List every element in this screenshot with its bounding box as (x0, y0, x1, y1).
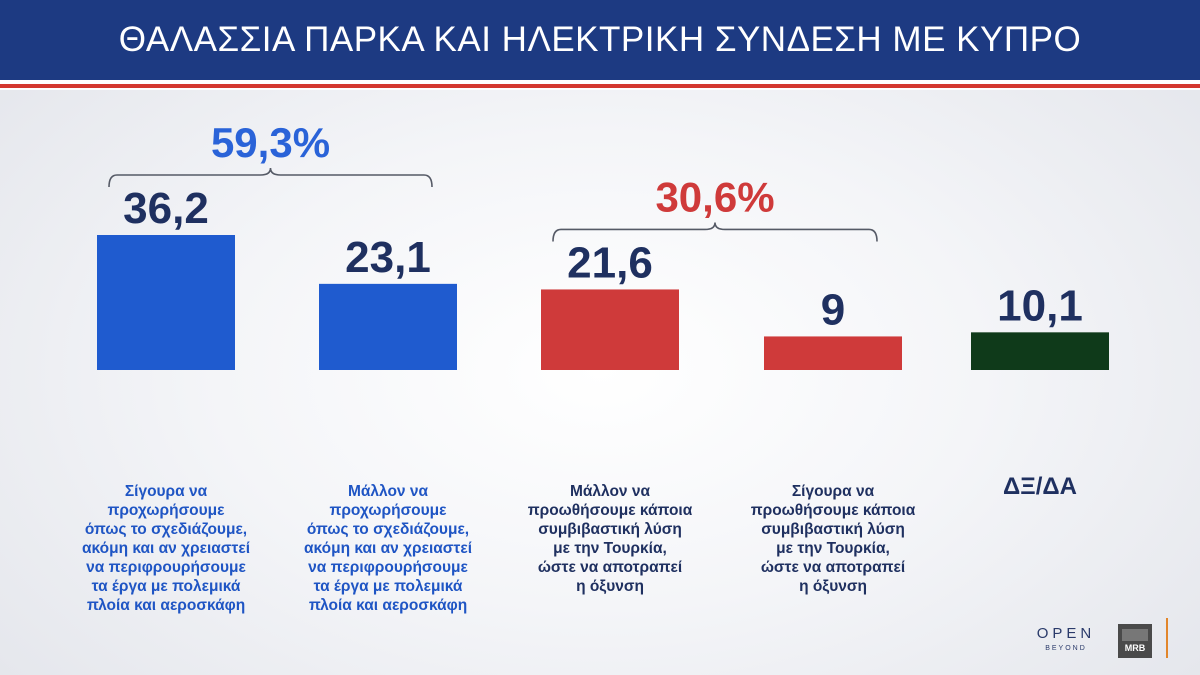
group-bracket-0 (108, 167, 433, 188)
category-label-0: Σίγουρα να προχωρήσουμε όπως το σχεδιάζου… (82, 483, 250, 614)
bar-2 (541, 289, 679, 370)
value-label-3: 9 (821, 285, 845, 334)
value-label-4: 10,1 (997, 281, 1083, 330)
category-label-2: Μάλλον να προωθήσουμε κάποια συμβιβαστική … (527, 483, 693, 595)
value-label-1: 23,1 (345, 233, 431, 282)
header-red-stripe (0, 84, 1200, 88)
beyond-logo-text: BEYOND (1045, 645, 1087, 652)
category-label-3: Σίγουρα να προωθήσουμε κάποια συμβιβαστική… (750, 483, 916, 595)
mrb-logo: MRB (1118, 624, 1152, 658)
bar-1 (319, 283, 457, 370)
value-label-2: 21,6 (567, 238, 653, 287)
bar-chart: 36,2 23,1 21,6 9 10,1 59,3% 30,6% (97, 119, 1109, 370)
page-title: ΘΑΛΑΣΣΙΑ ΠΑΡΚΑ ΚΑΙ ΗΛΕΚΤΡΙΚΗ ΣΥΝΔΕΣΗ ΜΕ … (118, 20, 1082, 59)
bar-0 (97, 235, 235, 370)
open-logo: OPEN (1036, 625, 1096, 642)
header-white-stripe (0, 80, 1200, 84)
logo-divider (1166, 618, 1168, 658)
group-total-label-1: 30,6% (655, 173, 774, 220)
group-bracket-1 (552, 222, 878, 242)
category-label-4: ΔΞ/ΔΑ (1003, 473, 1077, 500)
group-total-label-0: 59,3% (211, 119, 330, 166)
value-label-0: 36,2 (123, 184, 209, 233)
header-bar: ΘΑΛΑΣΣΙΑ ΠΑΡΚΑ ΚΑΙ ΗΛΕΚΤΡΙΚΗ ΣΥΝΔΕΣΗ ΜΕ … (0, 0, 1200, 90)
category-label-1: Μάλλον να προχωρήσουμε όπως το σχεδιάζουμ… (304, 483, 472, 614)
bar-4 (971, 332, 1109, 370)
bar-3 (764, 336, 902, 370)
